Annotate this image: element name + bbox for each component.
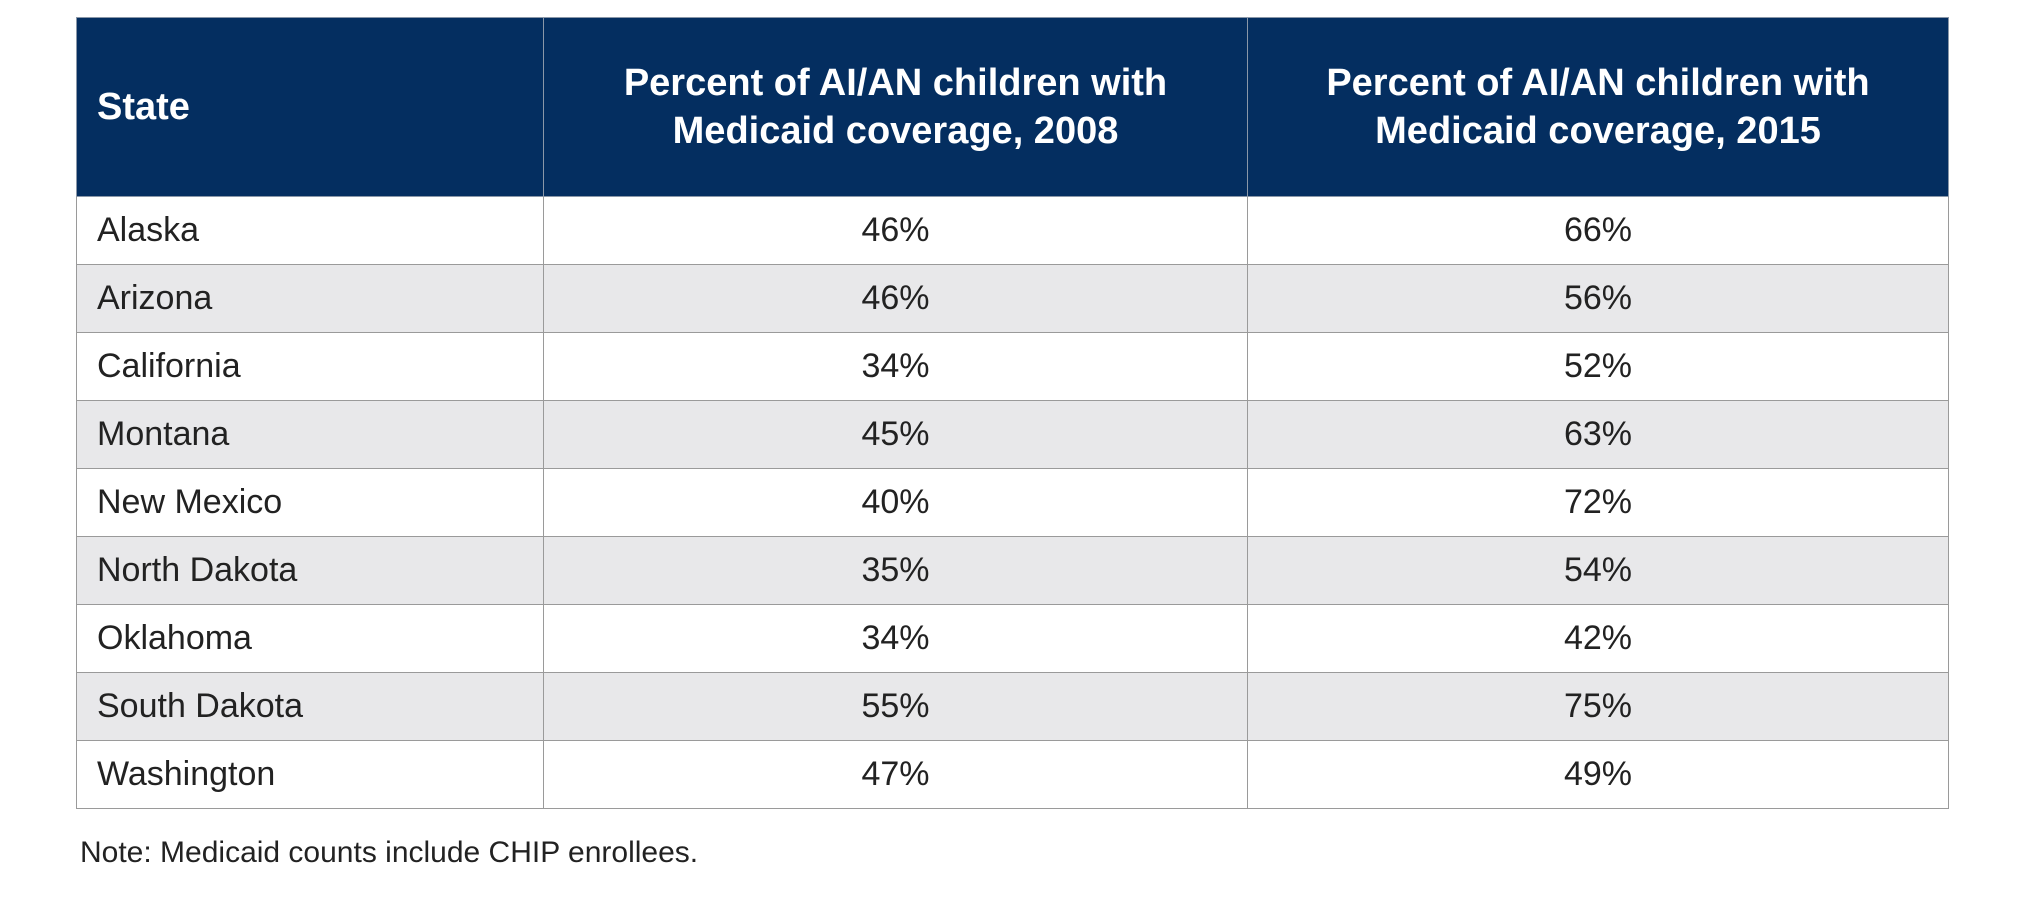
value-2015-cell: 56% xyxy=(1247,264,1949,333)
table-row: Montana 45% 63% xyxy=(76,400,1949,469)
state-cell: Alaska xyxy=(76,196,544,265)
value-2008-cell: 46% xyxy=(543,196,1248,265)
table-row: California 34% 52% xyxy=(76,332,1949,401)
header-row: State Percent of AI/AN children with Med… xyxy=(76,17,1949,197)
value-2008-cell: 40% xyxy=(543,468,1248,537)
value-2015-cell: 49% xyxy=(1247,740,1949,809)
table-row: New Mexico 40% 72% xyxy=(76,468,1949,537)
value-2015-cell: 63% xyxy=(1247,400,1949,469)
value-2008-cell: 45% xyxy=(543,400,1248,469)
coverage-table-container: State Percent of AI/AN children with Med… xyxy=(76,17,1949,809)
state-cell: New Mexico xyxy=(76,468,544,537)
value-2008-cell: 35% xyxy=(543,536,1248,605)
value-2008-cell: 55% xyxy=(543,672,1248,741)
state-cell: Washington xyxy=(76,740,544,809)
header-2008: Percent of AI/AN children with Medicaid … xyxy=(543,17,1248,197)
state-cell: Oklahoma xyxy=(76,604,544,673)
header-state: State xyxy=(76,17,544,197)
value-2008-cell: 47% xyxy=(543,740,1248,809)
table-body: Alaska 46% 66% Arizona 46% 56% Californi… xyxy=(76,196,1949,809)
header-2015: Percent of AI/AN children with Medicaid … xyxy=(1247,17,1949,197)
value-2015-cell: 66% xyxy=(1247,196,1949,265)
value-2015-cell: 54% xyxy=(1247,536,1949,605)
table-row: Arizona 46% 56% xyxy=(76,264,1949,333)
table-note: Note: Medicaid counts include CHIP enrol… xyxy=(80,836,699,869)
table-row: North Dakota 35% 54% xyxy=(76,536,1949,605)
value-2015-cell: 52% xyxy=(1247,332,1949,401)
table-row: Alaska 46% 66% xyxy=(76,196,1949,265)
state-cell: North Dakota xyxy=(76,536,544,605)
table-row: South Dakota 55% 75% xyxy=(76,672,1949,741)
value-2015-cell: 72% xyxy=(1247,468,1949,537)
header-2008-label: Percent of AI/AN children with Medicaid … xyxy=(623,62,1168,152)
header-2015-label: Percent of AI/AN children with Medicaid … xyxy=(1326,62,1870,152)
table-header: State Percent of AI/AN children with Med… xyxy=(76,17,1949,197)
table-row: Oklahoma 34% 42% xyxy=(76,604,1949,673)
state-cell: Montana xyxy=(76,400,544,469)
value-2015-cell: 75% xyxy=(1247,672,1949,741)
medicaid-coverage-table: State Percent of AI/AN children with Med… xyxy=(76,17,1949,809)
table-row: Washington 47% 49% xyxy=(76,740,1949,809)
state-cell: South Dakota xyxy=(76,672,544,741)
state-cell: Arizona xyxy=(76,264,544,333)
value-2008-cell: 46% xyxy=(543,264,1248,333)
value-2008-cell: 34% xyxy=(543,604,1248,673)
value-2008-cell: 34% xyxy=(543,332,1248,401)
value-2015-cell: 42% xyxy=(1247,604,1949,673)
state-cell: California xyxy=(76,332,544,401)
